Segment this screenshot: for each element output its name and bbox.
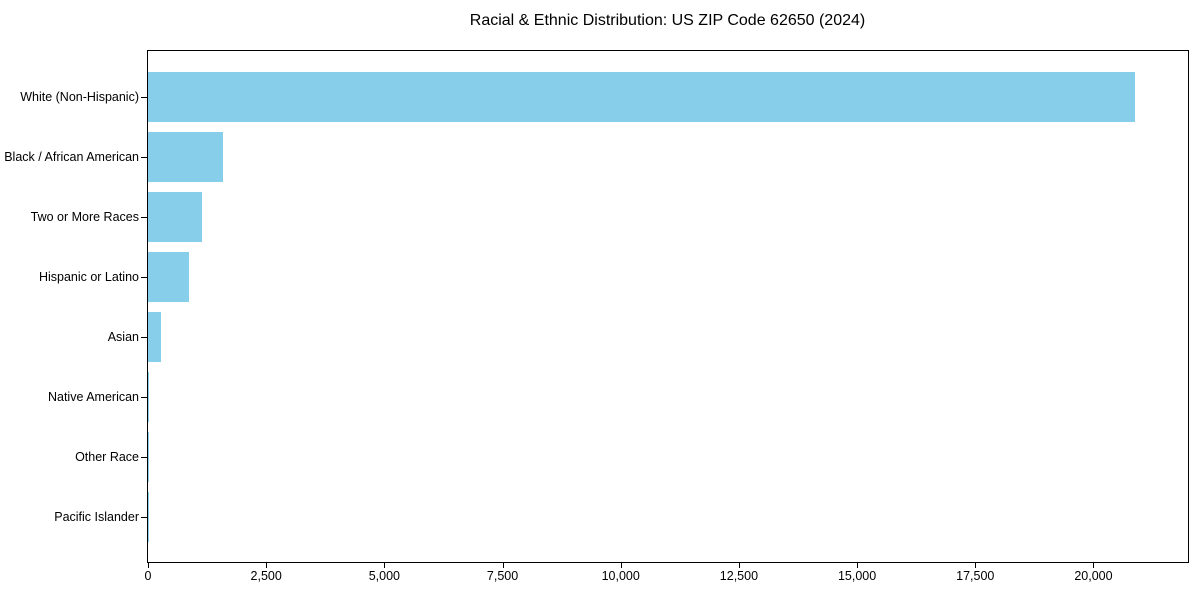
y-axis-tick xyxy=(141,337,147,338)
y-axis-tick xyxy=(141,157,147,158)
x-axis-tick-label: 10,000 xyxy=(601,569,640,583)
y-axis-category-label: Asian xyxy=(107,330,139,344)
bar xyxy=(148,432,149,482)
x-axis-tick-label: 12,500 xyxy=(719,569,759,583)
y-axis-category-label: Native American xyxy=(47,390,139,404)
bar xyxy=(148,192,203,242)
y-axis-tick xyxy=(141,277,147,278)
x-axis-tick xyxy=(384,563,386,568)
bar xyxy=(148,252,189,302)
plot-area xyxy=(147,50,1189,563)
y-axis-category-label: White (Non-Hispanic) xyxy=(20,90,139,104)
x-axis-tick-label: 15,000 xyxy=(837,569,877,583)
x-axis-tick-label: 0 xyxy=(144,569,152,583)
y-axis-tick xyxy=(141,457,147,458)
y-axis-category-label: Other Race xyxy=(75,450,139,464)
y-axis-category-label: Black / African American xyxy=(4,150,139,164)
x-axis-tick xyxy=(1093,563,1095,568)
y-axis-tick xyxy=(141,97,147,98)
x-axis-tick xyxy=(738,563,740,568)
x-axis-tick-label: 2,500 xyxy=(250,569,282,583)
y-axis-category-label: Pacific Islander xyxy=(54,510,139,524)
x-axis-tick-label: 20,000 xyxy=(1074,569,1113,583)
x-axis-tick xyxy=(266,563,268,568)
y-axis-tick xyxy=(141,517,147,518)
x-axis-tick-label: 5,000 xyxy=(368,569,400,583)
y-axis-tick xyxy=(141,397,147,398)
bar xyxy=(148,132,223,182)
bar xyxy=(148,312,162,362)
bar xyxy=(148,372,150,422)
x-axis-tick xyxy=(502,563,504,568)
x-axis-tick xyxy=(975,563,977,568)
x-axis-tick-label: 17,500 xyxy=(956,569,995,583)
x-axis-tick-label: 7,500 xyxy=(486,569,519,583)
chart-title: Racial & Ethnic Distribution: US ZIP Cod… xyxy=(469,12,866,29)
x-axis-tick xyxy=(857,563,859,568)
y-axis-tick xyxy=(141,217,147,218)
y-axis-category-label: Two or More Races xyxy=(30,210,139,224)
x-axis-tick xyxy=(620,563,622,568)
y-axis-category-label: Hispanic or Latino xyxy=(38,270,139,284)
x-axis-tick xyxy=(148,563,149,568)
bar xyxy=(148,72,1136,122)
